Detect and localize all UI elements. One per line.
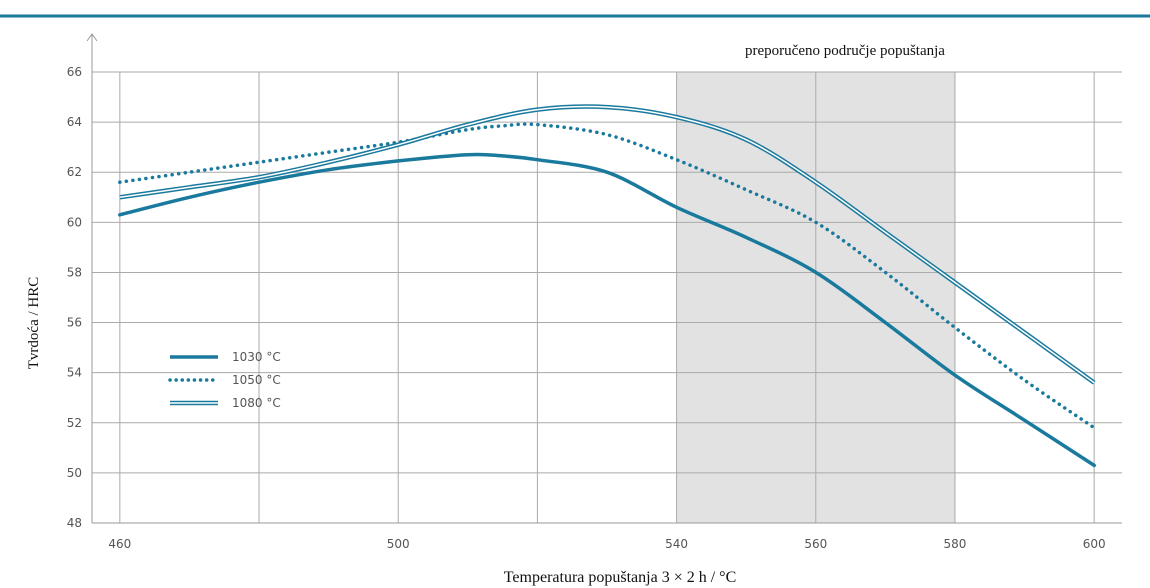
y-axis-arrow [86,33,98,42]
grid [92,71,1122,524]
y-axis-label: Tvrdoća / HRC [26,277,42,369]
x-tick-label: 500 [387,537,410,551]
legend-entry-1080: 1080 °C [170,396,281,410]
x-tick-label: 460 [108,537,131,551]
y-tick-label: 52 [67,416,82,430]
axes [86,33,1122,524]
y-tick-label: 50 [67,466,82,480]
x-tick-label: 600 [1083,537,1106,551]
series-line-1 [118,122,1096,430]
y-tick-label: 60 [67,215,82,229]
tick-labels: 48 50 52 54 56 58 60 62 64 66 460 500 540 560 580 600 [67,65,1106,551]
y-tick-label: 66 [67,65,82,79]
legend: 1030 °C 1050 °C 1080 °C [168,350,281,410]
legend-label-1080: 1080 °C [232,396,281,410]
legend-entry-1050: 1050 °C [168,373,281,387]
legend-label-1030: 1030 °C [232,350,281,364]
legend-entry-1030: 1030 °C [170,350,281,364]
y-tick-label: 64 [67,115,82,129]
y-tick-label: 58 [67,265,82,279]
series-line-2-inner [119,105,1095,384]
recommended-range-label: preporučeno područje popuštanja [745,43,945,59]
x-axis-label: Temperatura popuštanja 3 × 2 h / °C [504,569,736,586]
x-tick-label: 560 [804,537,827,551]
y-tick-label: 54 [67,366,82,380]
legend-label-1050: 1050 °C [232,373,281,387]
series-lines [118,104,1096,468]
y-tick-label: 56 [67,316,82,330]
y-tick-label: 48 [67,516,82,530]
y-tick-label: 62 [67,165,82,179]
x-tick-label: 540 [665,537,688,551]
x-tick-label: 580 [944,537,967,551]
series-line-0 [118,152,1096,468]
